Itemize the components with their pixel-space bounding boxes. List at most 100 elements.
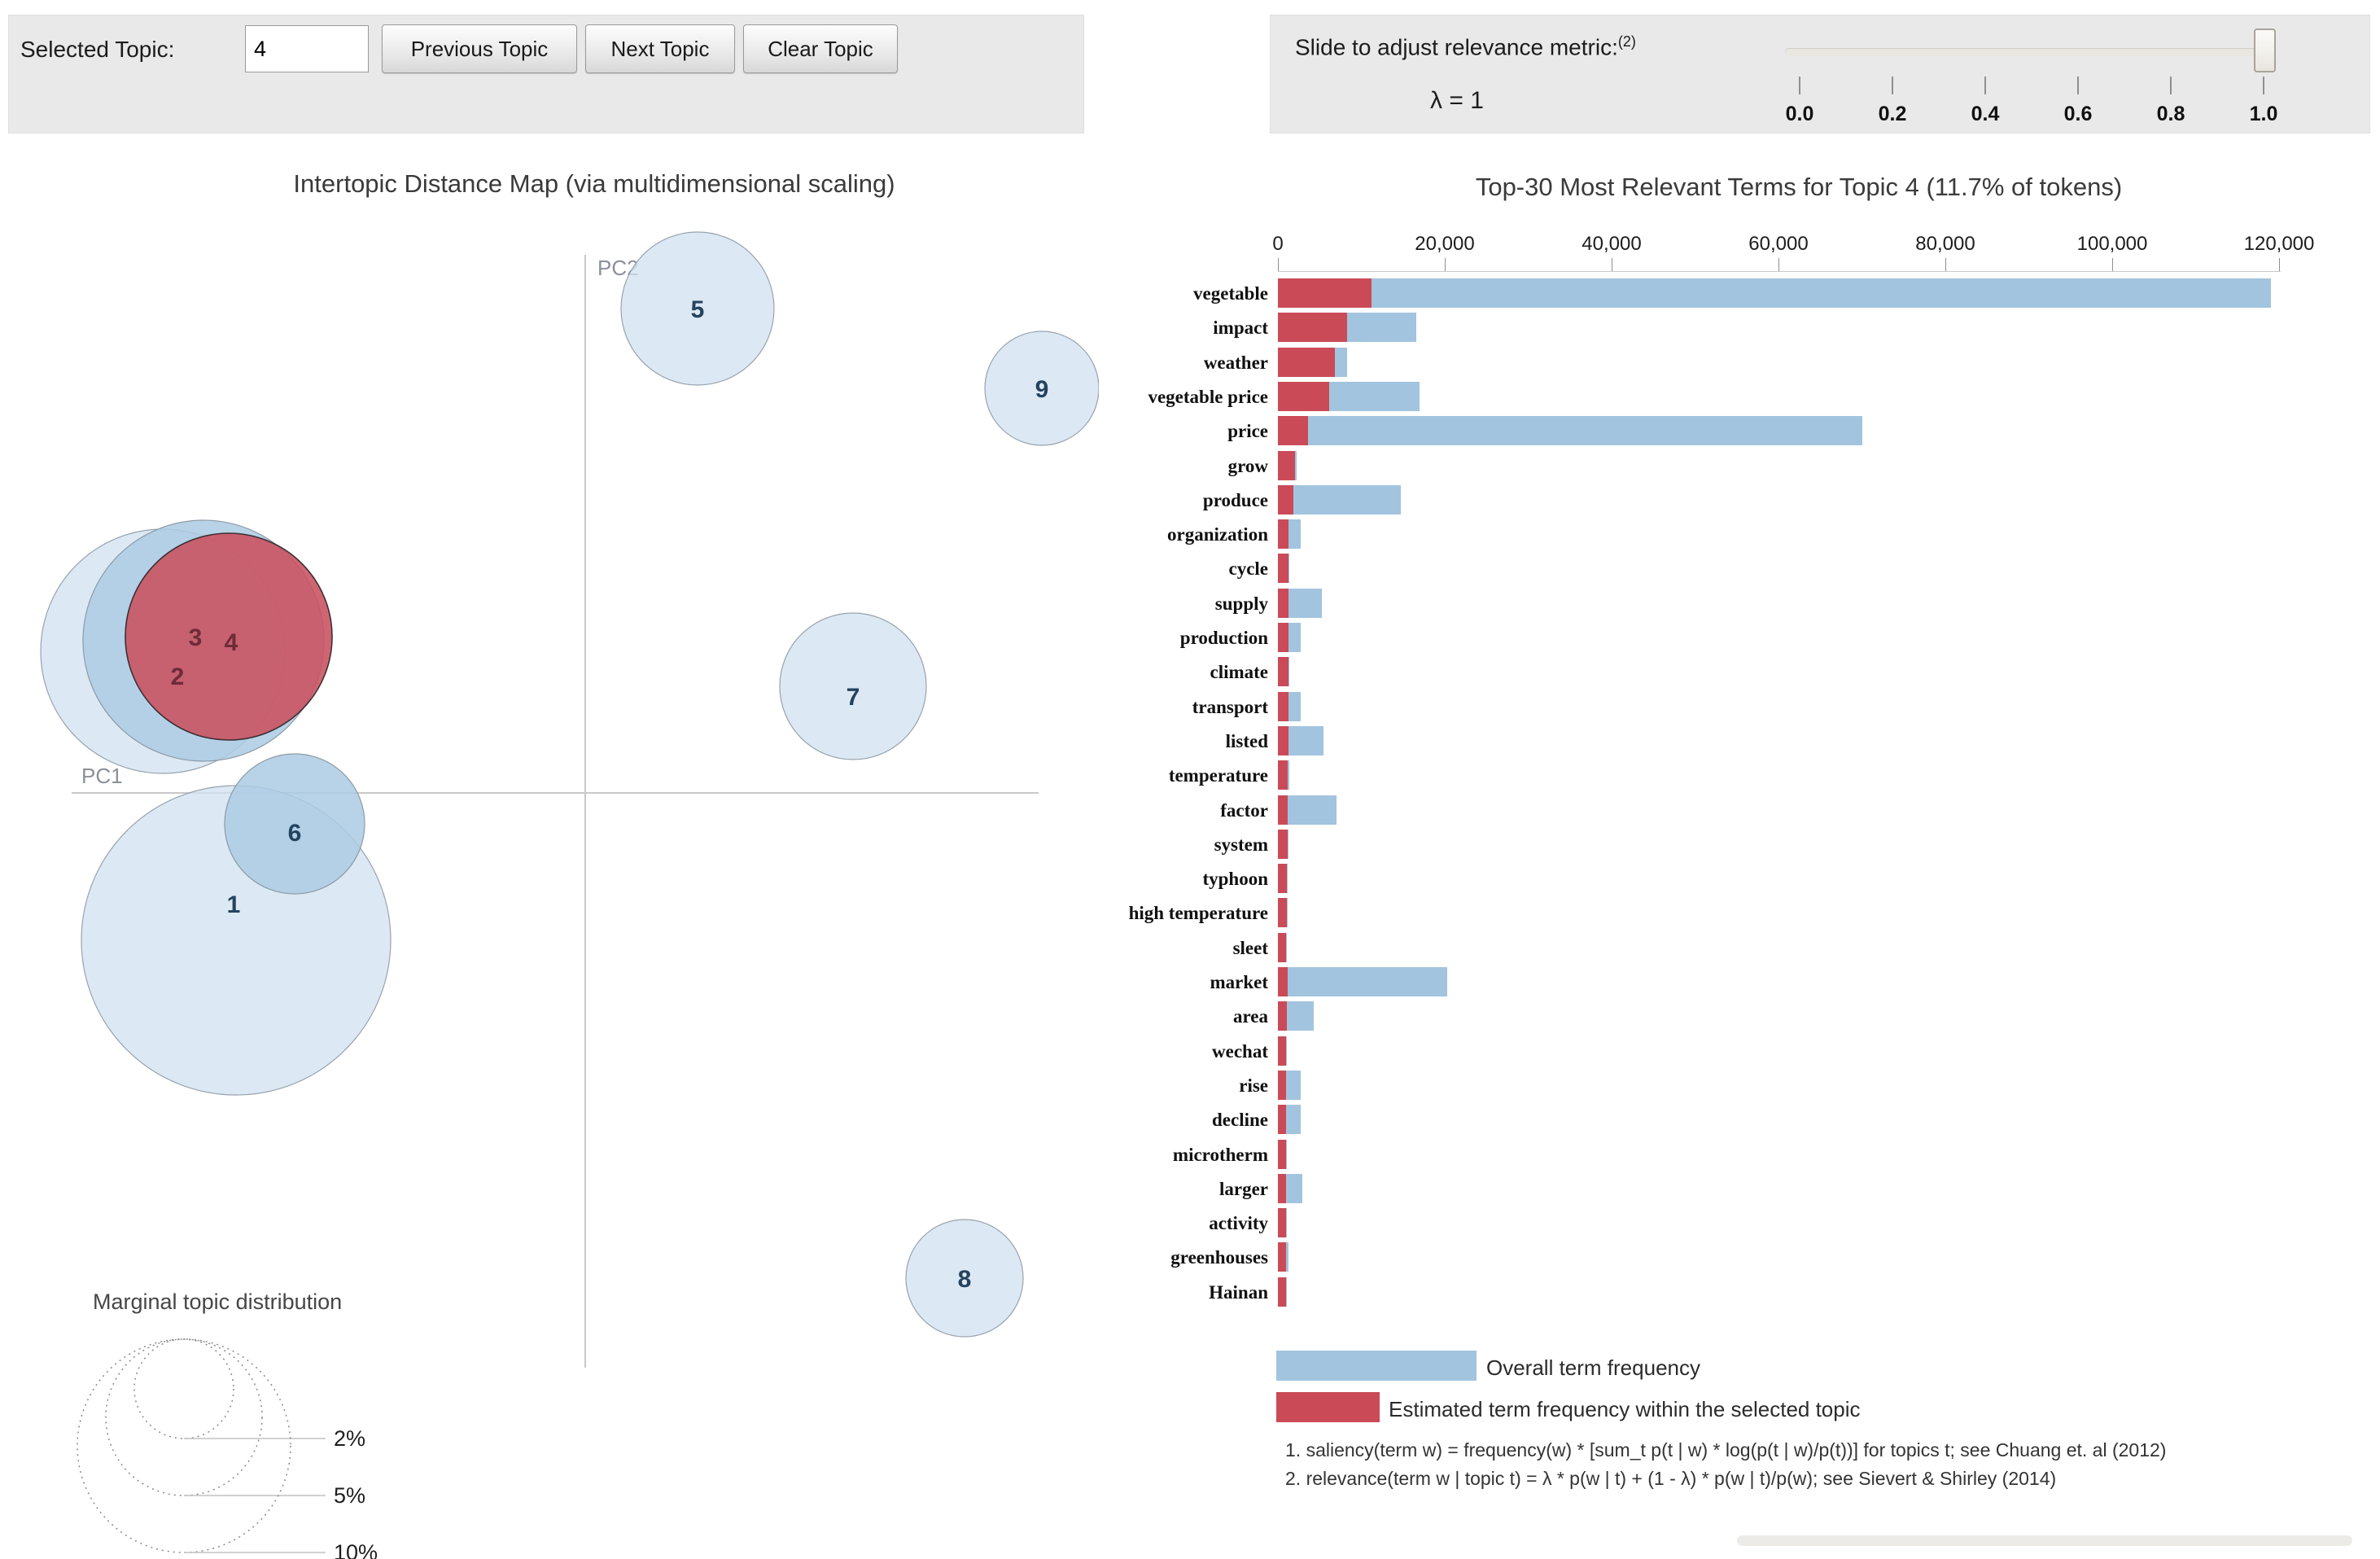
relevance-metric-label: Slide to adjust relevance metric:(2) bbox=[1295, 33, 1636, 60]
topic-frequency-bar[interactable] bbox=[1278, 898, 1288, 927]
marginal-size-label: 5% bbox=[334, 1483, 365, 1508]
topic-frequency-bar[interactable] bbox=[1278, 795, 1288, 825]
topic-frequency-bar[interactable] bbox=[1278, 519, 1289, 549]
lambda-slider-handle[interactable] bbox=[2254, 28, 2276, 72]
topic-frequency-bar[interactable] bbox=[1278, 692, 1289, 721]
chart-axis-tick-mark bbox=[2279, 258, 2280, 271]
lambda-tick-mark bbox=[1799, 77, 1800, 94]
topic-frequency-bar[interactable] bbox=[1278, 1242, 1287, 1272]
marginal-size-circle bbox=[105, 1338, 263, 1496]
chart-axis-tick-label: 40,000 bbox=[1582, 233, 1642, 255]
topic-frequency-bar[interactable] bbox=[1278, 416, 1308, 445]
topic-frequency-bar[interactable] bbox=[1278, 864, 1288, 893]
marginal-distribution-title: Marginal topic distribution bbox=[93, 1290, 342, 1314]
topic-frequency-bar[interactable] bbox=[1278, 967, 1288, 996]
pc1-axis-label: PC1 bbox=[81, 764, 123, 788]
topic-bubble-7[interactable] bbox=[779, 612, 927, 760]
topic-frequency-bar[interactable] bbox=[1278, 657, 1289, 686]
lambda-tick-mark bbox=[2077, 77, 2079, 94]
topic-frequency-bar[interactable] bbox=[1278, 726, 1289, 755]
topic-frequency-bar[interactable] bbox=[1278, 830, 1288, 859]
topic-bubble-label-9: 9 bbox=[1035, 376, 1049, 403]
topic-frequency-bar[interactable] bbox=[1278, 554, 1289, 583]
topic-frequency-bar[interactable] bbox=[1278, 589, 1289, 618]
topic-frequency-bar[interactable] bbox=[1278, 1208, 1287, 1237]
legend-topic-swatch bbox=[1276, 1392, 1380, 1422]
map-title: Intertopic Distance Map (via multidimens… bbox=[293, 169, 895, 198]
lambda-tick-label: 0.2 bbox=[1878, 103, 1907, 125]
lambda-tick-mark bbox=[1984, 77, 1986, 94]
topic-frequency-bar[interactable] bbox=[1278, 760, 1288, 790]
lambda-slider-track[interactable] bbox=[1785, 48, 2267, 56]
topic-bubble-6[interactable] bbox=[224, 753, 365, 895]
topic-frequency-bar[interactable] bbox=[1278, 623, 1289, 652]
chart-axis-tick-mark bbox=[2112, 258, 2113, 271]
lambda-tick-mark bbox=[2170, 77, 2172, 94]
chart-axis-tick-mark bbox=[1778, 258, 1779, 271]
horizontal-scrollbar[interactable] bbox=[1737, 1535, 2352, 1546]
footnote-ref-2: (2) bbox=[1617, 33, 1636, 50]
topic-bubble-5[interactable] bbox=[620, 231, 775, 386]
legend-overall-swatch bbox=[1276, 1351, 1477, 1381]
selected-topic-label: Selected Topic: bbox=[20, 37, 175, 62]
chart-axis-tick-label: 120,000 bbox=[2243, 233, 2315, 255]
legend-topic-label: Estimated term frequency within the sele… bbox=[1389, 1397, 1861, 1421]
topic-frequency-bar[interactable] bbox=[1278, 1174, 1287, 1203]
topic-frequency-bar[interactable] bbox=[1278, 1036, 1287, 1066]
topic-frequency-bar[interactable] bbox=[1278, 382, 1329, 411]
legend-overall-label: Overall term frequency bbox=[1486, 1355, 1700, 1380]
topic-frequency-bar[interactable] bbox=[1278, 278, 1372, 308]
chart-axis-tick-label: 60,000 bbox=[1748, 233, 1809, 255]
footnote-saliency: 1. saliency(term w) = frequency(w) * [su… bbox=[1285, 1439, 2167, 1460]
lambda-value-label: λ = 1 bbox=[1430, 87, 1484, 114]
chart-axis-tick-label: 80,000 bbox=[1915, 233, 1975, 255]
marginal-size-circle bbox=[77, 1338, 291, 1553]
chart-axis-tick-label: 0 bbox=[1272, 233, 1284, 255]
topic-frequency-bar[interactable] bbox=[1278, 1105, 1287, 1134]
selected-topic-input[interactable] bbox=[245, 25, 369, 72]
topic-frequency-bar[interactable] bbox=[1278, 933, 1287, 962]
topic-bubble-9[interactable] bbox=[984, 331, 1099, 446]
bar-chart-title: Top-30 Most Relevant Terms for Topic 4 (… bbox=[1475, 173, 2123, 201]
lambda-tick-label: 1.0 bbox=[2249, 103, 2278, 125]
topic-control-panel: Selected Topic: Previous Topic Next Topi… bbox=[8, 15, 1084, 134]
relevance-slider-panel: Slide to adjust relevance metric:(2) λ =… bbox=[1270, 15, 2370, 134]
topic-bubble-label-8: 8 bbox=[958, 1266, 972, 1293]
topic-frequency-bar[interactable] bbox=[1278, 1071, 1287, 1100]
lambda-tick-label: 0.6 bbox=[2063, 103, 2093, 125]
topic-bubble-4[interactable] bbox=[125, 532, 333, 741]
topic-bubble-label-3: 3 bbox=[189, 624, 203, 651]
topic-bubble-label-2: 2 bbox=[171, 663, 185, 690]
marginal-size-circle bbox=[133, 1338, 234, 1439]
overall-frequency-bar[interactable] bbox=[1278, 416, 1862, 445]
lambda-tick-mark bbox=[1892, 77, 1893, 94]
topic-frequency-bar[interactable] bbox=[1278, 348, 1335, 377]
overall-frequency-bar[interactable] bbox=[1278, 485, 1401, 515]
marginal-size-label: 2% bbox=[334, 1426, 365, 1451]
overall-frequency-bar[interactable] bbox=[1278, 967, 1448, 996]
topic-bubble-8[interactable] bbox=[905, 1219, 1024, 1338]
topic-frequency-bar[interactable] bbox=[1278, 1277, 1287, 1307]
previous-topic-button[interactable]: Previous Topic bbox=[382, 24, 577, 73]
topic-frequency-bar[interactable] bbox=[1278, 451, 1295, 480]
overall-frequency-bar[interactable] bbox=[1278, 278, 2271, 308]
chart-axis-line bbox=[1278, 271, 2281, 272]
topic-frequency-bar[interactable] bbox=[1278, 313, 1348, 342]
topic-frequency-bar[interactable] bbox=[1278, 1140, 1287, 1169]
lambda-tick-label: 0.4 bbox=[1971, 103, 2000, 125]
chart-axis-tick-mark bbox=[1445, 258, 1446, 271]
lambda-slider-ticks: 0.0 0.2 0.4 0.6 0.8 1.0 bbox=[1271, 15, 2369, 133]
topic-bubble-label-6: 6 bbox=[288, 820, 302, 847]
topic-bubble-label-5: 5 bbox=[691, 296, 705, 323]
next-topic-button[interactable]: Next Topic bbox=[585, 24, 735, 73]
lambda-tick-label: 0.8 bbox=[2156, 103, 2185, 125]
lambda-tick-mark bbox=[2263, 77, 2264, 94]
chart-axis-tick-label: 20,000 bbox=[1415, 233, 1475, 255]
lambda-tick-label: 0.0 bbox=[1785, 103, 1814, 125]
marginal-size-label: 10% bbox=[334, 1540, 378, 1559]
topic-frequency-bar[interactable] bbox=[1278, 485, 1294, 515]
chart-axis-tick-mark bbox=[1945, 258, 1946, 271]
topic-frequency-bar[interactable] bbox=[1278, 1001, 1288, 1031]
clear-topic-button[interactable]: Clear Topic bbox=[743, 24, 898, 73]
